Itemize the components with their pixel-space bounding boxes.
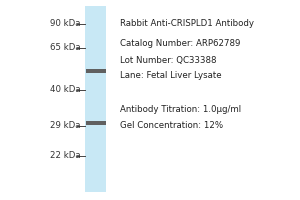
- Bar: [86, 121, 106, 125]
- Text: Catalog Number: ARP62789: Catalog Number: ARP62789: [120, 40, 240, 48]
- Text: Lane: Fetal Liver Lysate: Lane: Fetal Liver Lysate: [120, 72, 222, 80]
- Text: 90 kDa: 90 kDa: [50, 20, 81, 28]
- Text: Antibody Titration: 1.0µg/ml: Antibody Titration: 1.0µg/ml: [120, 106, 241, 114]
- Text: 65 kDa: 65 kDa: [50, 44, 81, 52]
- Text: 29 kDa: 29 kDa: [50, 121, 81, 130]
- Text: 40 kDa: 40 kDa: [50, 85, 81, 94]
- Bar: [85, 6, 106, 192]
- Text: Lot Number: QC33388: Lot Number: QC33388: [120, 55, 217, 64]
- Bar: [86, 69, 106, 73]
- Text: Rabbit Anti-CRISPLD1 Antibody: Rabbit Anti-CRISPLD1 Antibody: [120, 20, 254, 28]
- Text: Gel Concentration: 12%: Gel Concentration: 12%: [120, 121, 223, 130]
- Text: 22 kDa: 22 kDa: [50, 152, 81, 160]
